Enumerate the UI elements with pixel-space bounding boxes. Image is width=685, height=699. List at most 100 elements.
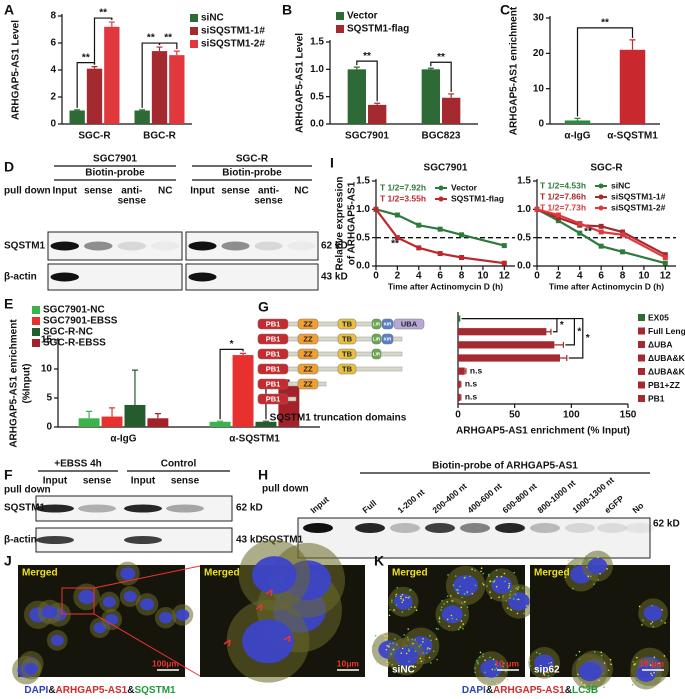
bar [101, 416, 123, 427]
puncta [391, 663, 394, 666]
bar [209, 421, 231, 427]
domain-box [297, 378, 319, 390]
puncta [514, 593, 517, 596]
blot-band [254, 241, 283, 251]
y-axis-label: ARHGAP5-AS1 Level [295, 33, 306, 133]
bar [255, 421, 277, 427]
domain-label: TB [342, 349, 353, 358]
puncta [379, 656, 382, 659]
nucleus [120, 567, 136, 580]
puncta [492, 658, 495, 661]
puncta [454, 575, 457, 577]
legend-label: Vector [347, 11, 378, 22]
data-point [577, 221, 583, 226]
puncta [651, 621, 654, 623]
puncta [495, 667, 498, 670]
puncta [644, 686, 646, 688]
data-point [662, 252, 668, 258]
puncta [498, 596, 500, 599]
data-point [598, 243, 604, 249]
puncta [406, 636, 409, 639]
puncta [462, 627, 464, 630]
puncta [414, 666, 417, 668]
puncta [600, 654, 603, 657]
puncta [400, 652, 403, 654]
caption-part: & [565, 685, 572, 696]
legend-label: SGC-R-NC [43, 327, 93, 338]
x-tick-label: 6 [598, 271, 604, 282]
puncta [504, 580, 506, 583]
puncta [440, 606, 443, 609]
domain-label: ZZ [303, 364, 313, 373]
blot-band [390, 523, 420, 533]
puncta [387, 664, 389, 666]
puncta [482, 583, 485, 586]
nucleus [140, 598, 155, 611]
domain-label: KIR [384, 337, 393, 342]
legend-swatch [32, 328, 40, 336]
lane-label: eGFP [602, 493, 626, 515]
puncta [446, 601, 449, 603]
bar [458, 341, 555, 349]
puncta [523, 612, 525, 615]
half-life-label: T 1/2=7.86h [540, 191, 586, 201]
puncta [435, 638, 438, 640]
y-tick-label: 0.5 [356, 232, 370, 243]
puncta [651, 604, 653, 607]
group-label: Biotin-probe [85, 168, 145, 179]
puncta [567, 559, 570, 562]
puncta [583, 683, 586, 686]
arrow [223, 639, 231, 647]
nucleus [242, 619, 294, 664]
puncta [480, 570, 482, 573]
image-condition: sip62 [534, 665, 560, 676]
domain-box [337, 348, 357, 360]
puncta [582, 560, 585, 563]
puncta [386, 635, 389, 637]
arrow [255, 604, 263, 612]
puncta [384, 638, 387, 641]
puncta [664, 622, 666, 624]
legend-label: PB1 [648, 393, 665, 403]
puncta [451, 617, 454, 620]
legend-marker [598, 183, 604, 189]
caption-part: & [486, 685, 493, 696]
puncta [408, 608, 410, 611]
puncta [512, 598, 515, 600]
error-bar [546, 328, 552, 335]
legend-marker [598, 205, 604, 211]
puncta [427, 647, 429, 649]
domain-label: ZZ [303, 379, 313, 388]
blot-band [303, 523, 333, 533]
significance-label: n.s [465, 379, 478, 389]
panel-label: A [4, 2, 14, 18]
data-point [394, 212, 400, 218]
puncta [547, 671, 549, 674]
half-life-label: T 1/2=7.92h [380, 182, 426, 192]
puncta [432, 650, 435, 653]
error-bar [448, 93, 455, 98]
data-point [555, 215, 561, 221]
legend-label: SGC7901-EBSS [43, 316, 118, 327]
error-bar [554, 341, 564, 348]
puncta [452, 584, 455, 586]
y-tick-label: 2 [50, 92, 56, 103]
blot-strip [47, 263, 183, 291]
y-axis-label: of ARHGAP5-AS1 [347, 181, 358, 265]
puncta [476, 659, 478, 662]
y-axis-label: Relative expression [335, 177, 346, 271]
lane-label: 400-600 nt [465, 481, 503, 515]
x-axis-label: ARHGAP5-AS1 enrichment (% Input) [456, 426, 630, 437]
nucleus [105, 614, 119, 626]
row-label: β-actin [4, 535, 37, 546]
significance-label: ** [99, 8, 107, 19]
puncta [652, 625, 655, 628]
error-bar [74, 109, 81, 111]
puncta [536, 667, 538, 670]
puncta [482, 572, 485, 575]
puncta [488, 575, 490, 577]
y-tick-label: 20 [533, 48, 545, 59]
significance-label: * [230, 339, 234, 350]
legend-label: siSQSTM1-2# [611, 202, 666, 212]
puncta [391, 601, 393, 604]
